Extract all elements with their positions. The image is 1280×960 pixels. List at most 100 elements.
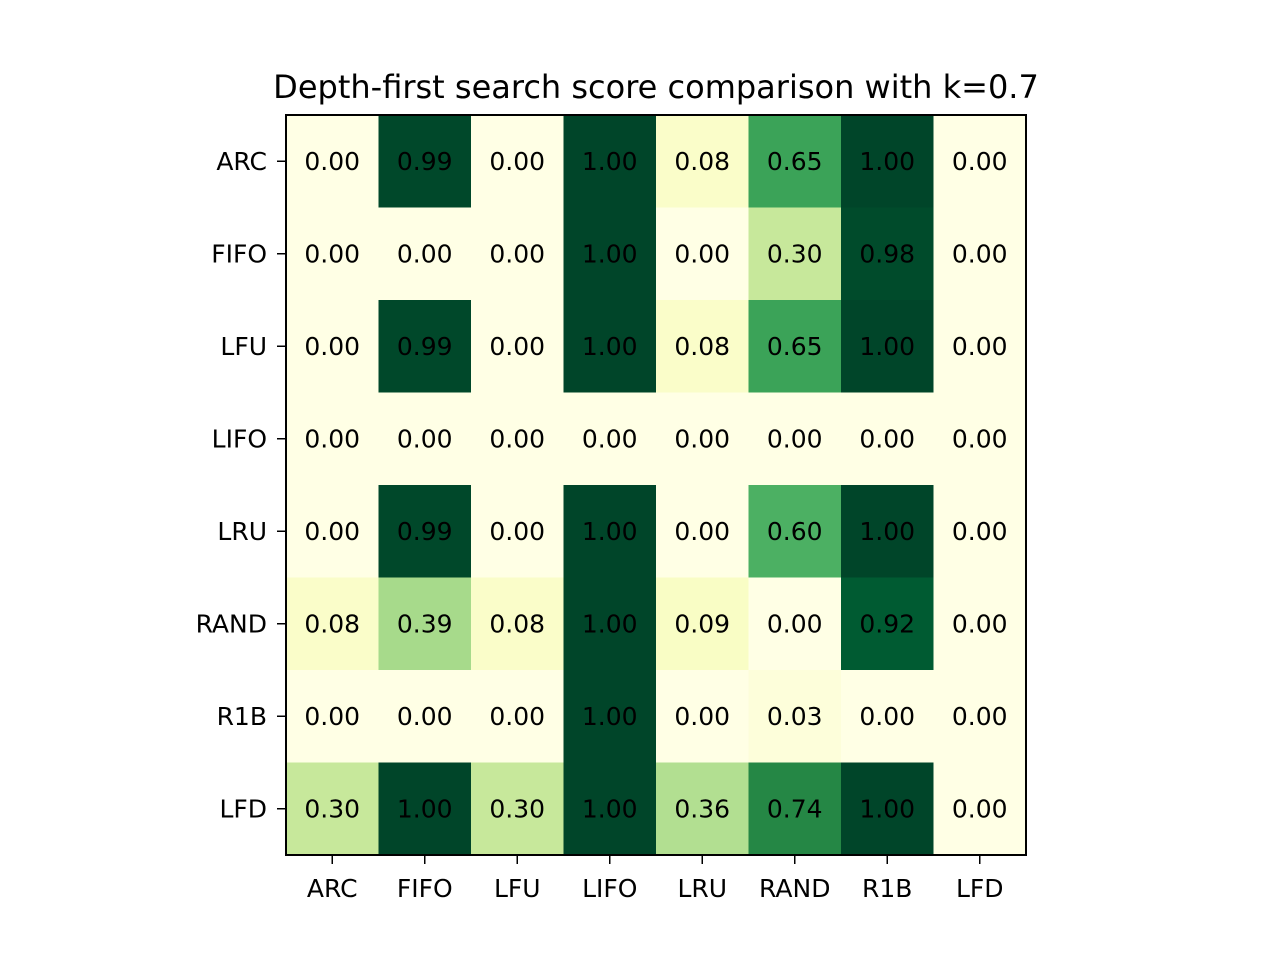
chart-title: Depth-first search score comparison with… [273,68,1039,106]
heatmap-cell [286,115,379,208]
cell-value-label: 0.00 [674,424,730,453]
y-tick-label: R1B [217,702,267,731]
heatmap-cell [656,300,749,393]
cell-value-label: 1.00 [397,794,453,823]
cell-value-label: 0.36 [674,794,730,823]
heatmap-cell [656,485,749,578]
heatmap-cell [841,115,934,208]
heatmap-cell [471,670,564,763]
cell-value-label: 0.00 [767,609,823,638]
heatmap-cell [563,577,657,671]
heatmap-cell [748,115,842,208]
cell-value-label: 0.74 [767,794,823,823]
cell-value-label: 0.00 [304,239,360,268]
x-axis: ARC FIFO LFU LIFO LRU RAND R1B LFD [307,855,1004,903]
x-tick-label: LRU [677,874,727,903]
cell-value-label: 0.08 [489,609,545,638]
heatmap-cell [841,485,934,578]
cell-value-label: 1.00 [582,794,638,823]
heatmap-cell [748,207,842,301]
cell-value-label: 0.09 [674,609,730,638]
cell-value-label: 0.65 [767,332,823,361]
cell-value-label: 0.08 [674,332,730,361]
heatmap-cell [286,300,379,393]
cell-value-label: 0.00 [674,702,730,731]
heatmap-cell [563,762,657,856]
cell-value-label: 0.00 [304,147,360,176]
cell-value-label: 0.00 [674,239,730,268]
cell-value-label: 0.00 [489,147,545,176]
cell-value-label: 0.00 [952,147,1008,176]
heatmap-cell [748,485,842,578]
heatmap-cell [378,115,472,208]
cell-value-label: 0.00 [304,332,360,361]
cell-value-label: 0.92 [859,609,915,638]
cell-value-label: 0.65 [767,147,823,176]
heatmap-cell [563,300,657,393]
cell-value-label: 0.00 [489,332,545,361]
cell-value-label: 0.00 [489,424,545,453]
x-tick-label: RAND [759,874,830,903]
heatmap-cell [748,577,842,671]
x-tick-label: LFU [494,874,541,903]
y-tick-label: ARC [216,147,267,176]
heatmap-cell [286,577,379,671]
heatmap-cell [933,115,1027,208]
x-tick-label: ARC [307,874,358,903]
heatmap-cell [378,207,472,301]
heatmap-cell [471,762,564,856]
y-tick-label: LFU [220,332,267,361]
heatmap-cell [933,207,1027,301]
heatmap-cell [286,392,379,486]
cell-value-label: 0.08 [304,609,360,638]
heatmap-cell [656,392,749,486]
cell-value-label: 0.30 [304,794,360,823]
heatmap-cell [286,670,379,763]
y-tick-label: LFD [219,794,267,823]
cell-value-label: 0.00 [489,702,545,731]
heatmap-cell [933,762,1027,856]
heatmap-cell [841,207,934,301]
cell-value-label: 0.00 [304,424,360,453]
cell-value-label: 1.00 [582,332,638,361]
heatmap-cell [656,115,749,208]
heatmap-cells [286,115,1027,856]
heatmap-cell [748,670,842,763]
heatmap-cell [563,207,657,301]
x-tick-label: R1B [862,874,912,903]
cell-value-label: 0.99 [397,517,453,546]
y-tick-label: LRU [217,517,267,546]
heatmap-cell [748,392,842,486]
cell-value-label: 1.00 [859,147,915,176]
heatmap-cell [471,392,564,486]
cell-value-label: 1.00 [582,147,638,176]
heatmap-cell [563,670,657,763]
x-tick-label: LIFO [582,874,637,903]
cell-value-label: 0.00 [952,517,1008,546]
cell-value-label: 0.03 [767,702,823,731]
cell-value-label: 0.00 [952,609,1008,638]
cell-value-label: 0.00 [304,702,360,731]
cell-value-label: 1.00 [859,517,915,546]
cell-value-label: 0.00 [952,702,1008,731]
cell-value-label: 0.00 [859,424,915,453]
heatmap-cell [471,207,564,301]
cell-value-label: 0.00 [582,424,638,453]
cell-value-label: 1.00 [859,332,915,361]
cell-value-label: 0.00 [489,517,545,546]
heatmap-cell [563,392,657,486]
heatmap-cell [378,300,472,393]
cell-value-label: 0.00 [952,794,1008,823]
cell-value-label: 0.00 [397,702,453,731]
heatmap-cell [841,670,934,763]
heatmap-cell [378,670,472,763]
cell-value-label: 0.00 [397,424,453,453]
cell-value-label: 0.00 [952,239,1008,268]
cell-value-label: 0.00 [767,424,823,453]
cell-value-label: 0.00 [397,239,453,268]
cell-value-label: 0.00 [952,424,1008,453]
cell-value-label: 0.08 [674,147,730,176]
heatmap-cell [378,392,472,486]
y-tick-label: FIFO [211,239,267,268]
